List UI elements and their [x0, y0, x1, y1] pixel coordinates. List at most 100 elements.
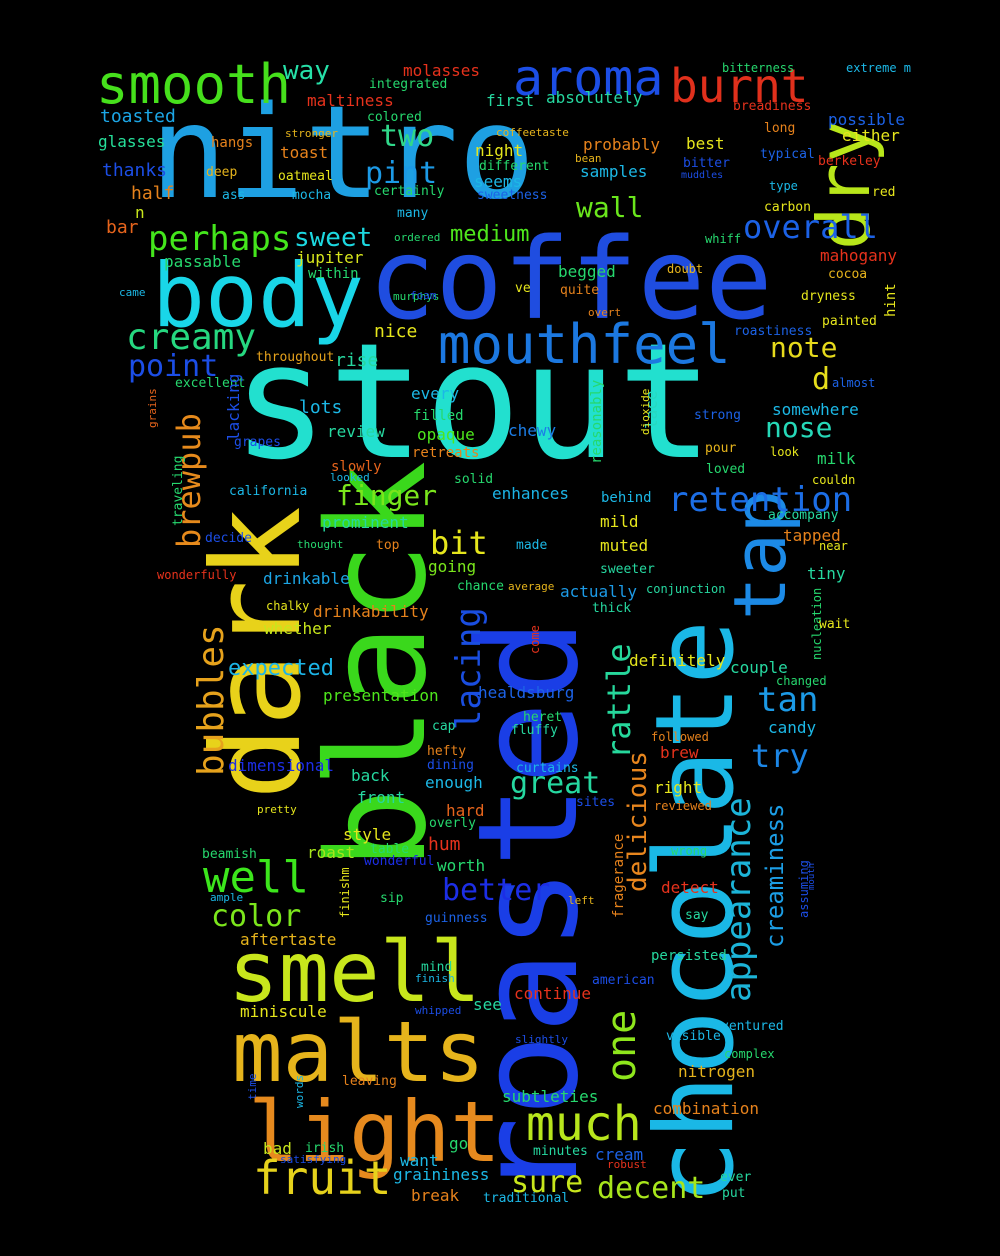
- word-front: front: [357, 788, 406, 807]
- word-ever: ever: [720, 1170, 752, 1185]
- word-whiff: whiff: [705, 232, 742, 246]
- word-tiny: tiny: [807, 564, 846, 583]
- word-back: back: [351, 766, 390, 785]
- word-different: different: [479, 159, 550, 174]
- word-dioxide: dioxide: [639, 388, 652, 435]
- word-nitro: nitro: [150, 79, 536, 228]
- word-grapes: grapes: [234, 435, 281, 450]
- word-ordered: ordered: [394, 231, 441, 244]
- word-deep: deep: [206, 165, 238, 180]
- word-satisfying: satisfying: [280, 1153, 347, 1166]
- word-long: long: [764, 121, 796, 136]
- word-want: want: [400, 1151, 439, 1170]
- word-ventured: ventured: [721, 1019, 784, 1034]
- word-color: color: [211, 899, 302, 934]
- word-near: near: [819, 539, 848, 553]
- word-wrong: wrong: [671, 844, 708, 858]
- word-extreme-m: extreme m: [846, 61, 912, 75]
- word-leaving: leaving: [342, 1074, 397, 1089]
- word-coffee: coffee: [368, 215, 773, 345]
- word-overall: overall: [743, 208, 878, 246]
- word-sip: sip: [380, 891, 404, 906]
- word-much: much: [526, 1096, 642, 1152]
- word-average: average: [508, 580, 555, 593]
- word-conjunction: conjunction: [646, 582, 726, 596]
- word-two: two: [380, 119, 435, 154]
- word-strong: strong: [694, 408, 741, 423]
- word-delicious: delicious: [623, 751, 653, 892]
- word-review: review: [327, 422, 385, 441]
- word-wait: wait: [819, 617, 851, 632]
- word-foam: foam: [410, 289, 437, 302]
- word-note: note: [770, 331, 838, 364]
- word-curtains: curtains: [516, 761, 579, 776]
- word-red: red: [872, 185, 896, 200]
- word-pint: pint: [365, 156, 438, 191]
- word-one: one: [599, 1009, 645, 1082]
- word-solid: solid: [454, 472, 494, 487]
- word-smooth: smooth: [96, 53, 292, 116]
- word-appearance: appearance: [719, 797, 759, 1002]
- word-probably: probably: [583, 135, 661, 154]
- word-d: d: [812, 362, 831, 397]
- word-begged: begged: [558, 262, 616, 281]
- word-minutes: minutes: [533, 1144, 588, 1159]
- word-carbon: carbon: [764, 200, 811, 215]
- word-nitrogen: nitrogen: [678, 1062, 756, 1081]
- word-slightly: slightly: [515, 1033, 568, 1046]
- word-presentation: presentation: [323, 686, 439, 705]
- word-loved: loved: [706, 462, 746, 477]
- word-fruit: fruit: [253, 1151, 392, 1205]
- word-drinkable: drinkable: [263, 569, 350, 588]
- word-certainly: certainly: [374, 184, 445, 199]
- word-possible: possible: [828, 110, 906, 129]
- word-throughout: throughout: [256, 350, 335, 365]
- word-mocha: mocha: [292, 188, 332, 203]
- word-wonderfully: wonderfully: [157, 568, 237, 582]
- word-thick: thick: [592, 601, 632, 616]
- word-worth: worth: [437, 856, 486, 875]
- word-actually: actually: [560, 582, 638, 601]
- word-ve: ve: [515, 281, 531, 296]
- word-somewhere: somewhere: [772, 400, 859, 419]
- word-stronger: stronger: [285, 127, 338, 140]
- word-hangs: hangs: [211, 135, 254, 151]
- word-passable: passable: [164, 252, 242, 271]
- word-prominent: prominent: [322, 513, 409, 532]
- word-body: body: [152, 244, 364, 347]
- word-dining: dining: [427, 758, 474, 773]
- word-sweeter: sweeter: [600, 562, 655, 577]
- word-hum: hum: [428, 834, 461, 855]
- word-came: came: [119, 286, 146, 299]
- word-fluffy: fluffy: [511, 723, 558, 738]
- word-slowly: slowly: [331, 459, 382, 475]
- word-filled: filled: [413, 408, 464, 424]
- word-graininess: graininess: [393, 1165, 490, 1184]
- word-glasses: glasses: [98, 132, 166, 151]
- word-mahogany: mahogany: [820, 246, 898, 265]
- word-tapped: tapped: [783, 526, 841, 545]
- word-berkeley: berkeley: [818, 154, 881, 169]
- word-wall: wall: [576, 191, 644, 224]
- word-chance: chance: [457, 579, 504, 594]
- word-sweet: sweet: [294, 223, 373, 253]
- word-behind: behind: [601, 490, 652, 506]
- word-right: right: [654, 778, 703, 797]
- word-within: within: [308, 266, 359, 282]
- word-finish: finish: [415, 972, 455, 985]
- word-n: n: [135, 203, 145, 222]
- word-excellent: excellent: [175, 376, 246, 391]
- word-lots: lots: [299, 397, 343, 418]
- word-enough: enough: [425, 773, 483, 792]
- word-mouthfeel: mouthfeel: [438, 313, 731, 376]
- word-going: going: [428, 557, 477, 576]
- word-sure: sure: [511, 1165, 584, 1200]
- word-chewy: chewy: [508, 421, 557, 440]
- word-top: top: [376, 538, 400, 553]
- word-toasted: toasted: [100, 106, 176, 127]
- word-left: left: [568, 894, 595, 907]
- word-decide: decide: [205, 531, 252, 546]
- word-looked: looked: [330, 471, 370, 484]
- word-retention: retention: [668, 480, 853, 520]
